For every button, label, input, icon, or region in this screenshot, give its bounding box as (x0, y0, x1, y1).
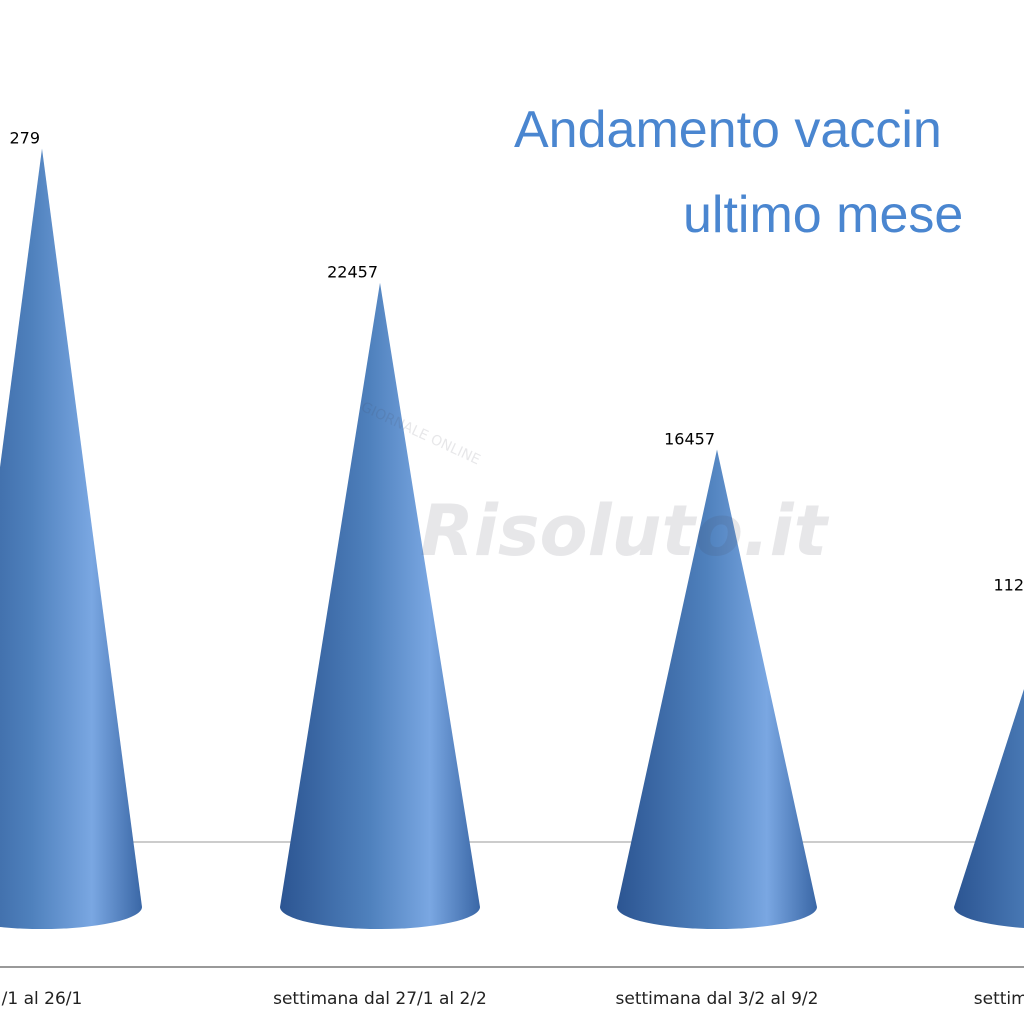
x-tick-label: settimana dal 3/2 al 9/2 (616, 989, 819, 1009)
data-label: 22457 (327, 263, 378, 282)
cone-bar (954, 689, 1024, 928)
x-tick-label: settimana dal 27/1 al 2/2 (273, 989, 487, 1009)
cone-bar (0, 148, 142, 929)
x-tick-label: settimana dal 10/2 (974, 989, 1024, 1009)
data-label: 112 (993, 576, 1024, 595)
data-label: 279 (9, 129, 40, 148)
cone-bar (280, 282, 480, 929)
x-tick-label: /1 al 26/1 (2, 989, 83, 1009)
chart-title-line-2: ultimo mese (683, 186, 964, 244)
svg-text:Risoluto.it: Risoluto.it (420, 490, 830, 572)
cone-bar (617, 449, 817, 929)
data-label: 16457 (664, 429, 715, 448)
chart-title-line-1: Andamento vaccin (514, 101, 942, 159)
watermark-logo: Risoluto.it GIORNALE ONLINE (358, 399, 829, 572)
